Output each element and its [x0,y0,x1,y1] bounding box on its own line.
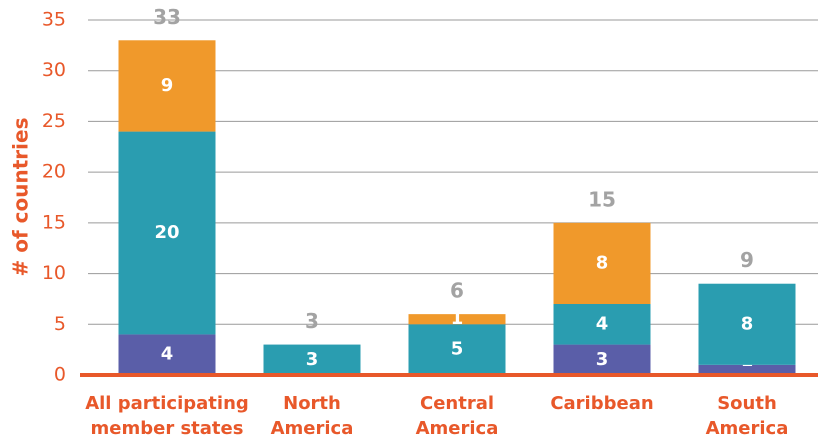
y-tick-label: 15 [42,211,66,233]
bar-segment [263,344,361,375]
total-label: 33 [153,5,181,29]
x-tick-label: America [706,418,789,439]
segment-label: 5 [451,339,464,360]
segment-label: 8 [741,313,754,334]
segment-label: 20 [154,222,179,243]
bar-segment [698,283,796,365]
x-tick-label: North [283,393,341,414]
bar-segment [553,344,651,375]
y-tick-label: 0 [54,364,66,386]
y-tick-label: 5 [54,313,66,335]
y-tick-label: 25 [42,110,66,132]
segment-label: 9 [161,75,174,96]
y-tick-label: 20 [42,161,66,183]
y-tick-label: 30 [42,59,66,81]
x-tick-label: member states [91,418,244,439]
x-tick-label: Caribbean [550,393,653,414]
x-tick-label: Central [420,393,494,414]
x-tick-label: America [271,418,354,439]
segment-label: 4 [596,313,609,334]
segment-label: 4 [161,344,174,365]
bar-segment [118,131,216,335]
segment-label: 3 [596,349,609,370]
bar-segment [118,334,216,375]
segment-label: 3 [306,349,319,370]
bar-segment [553,222,651,304]
segment-label: 8 [596,252,609,273]
y-axis-label: # of countries [9,118,33,277]
y-tick-label: 10 [42,262,66,284]
x-tick-label: All participating [85,393,249,414]
bar-segment [553,304,651,345]
total-label: 15 [588,187,616,211]
y-tick-label: 35 [42,9,66,31]
bar-segment [698,364,796,375]
total-label: 9 [740,248,754,272]
x-tick-label: South [717,393,777,414]
bar-segment [408,324,506,375]
bar-segment [118,40,216,132]
x-tick-label: America [416,418,499,439]
total-label: 6 [450,279,464,303]
bar-segment [408,314,506,325]
total-label: 3 [305,309,319,333]
segment-label: 1 [451,308,464,329]
